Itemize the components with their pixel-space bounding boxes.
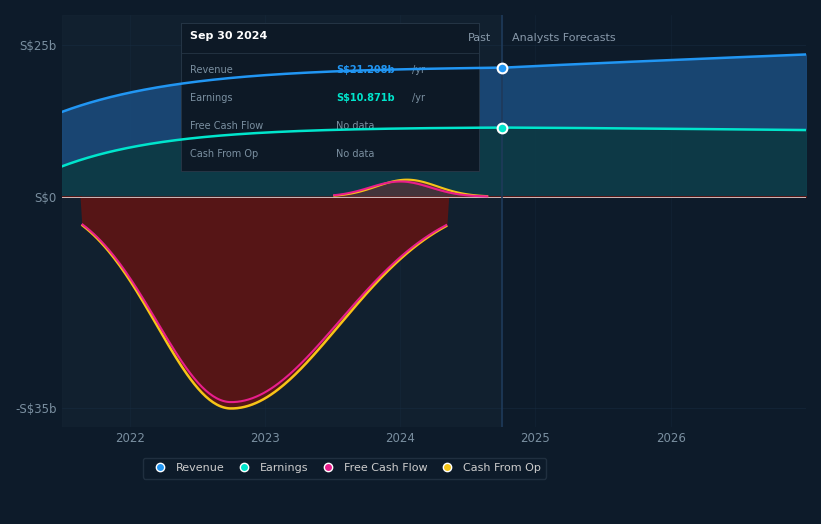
Bar	[62, 15, 502, 427]
Text: Analysts Forecasts: Analysts Forecasts	[512, 33, 616, 43]
Text: Past: Past	[468, 33, 491, 43]
Legend: Revenue, Earnings, Free Cash Flow, Cash From Op: Revenue, Earnings, Free Cash Flow, Cash …	[143, 457, 546, 479]
